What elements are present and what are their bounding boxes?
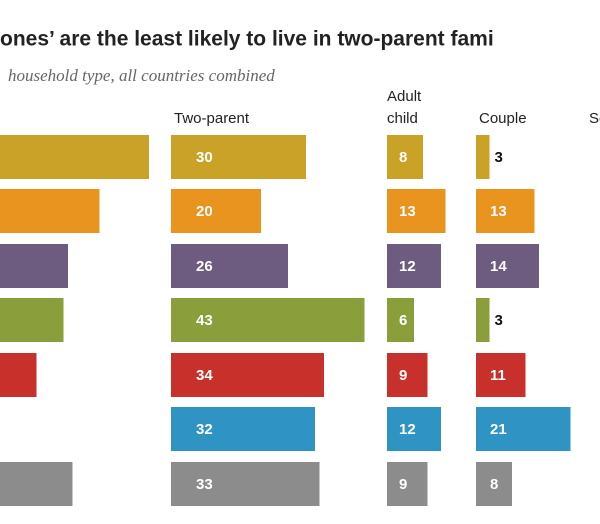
bar <box>171 135 306 179</box>
value-label: 3 <box>495 312 503 329</box>
bar <box>171 353 324 397</box>
value-label: 12 <box>399 258 416 275</box>
bar <box>0 244 68 288</box>
bar <box>171 244 288 288</box>
value-label: 26 <box>196 258 213 275</box>
bar <box>476 189 535 233</box>
value-label: 13 <box>490 203 507 220</box>
bar <box>387 244 441 288</box>
bar <box>387 407 441 451</box>
bar <box>171 298 365 342</box>
bar <box>476 407 571 451</box>
bar <box>171 189 261 233</box>
value-label: 12 <box>399 421 416 438</box>
value-label: 33 <box>196 476 213 493</box>
bar <box>0 135 149 179</box>
bar <box>476 244 539 288</box>
bar <box>387 298 414 342</box>
bar <box>0 298 64 342</box>
value-label: 32 <box>196 421 213 438</box>
column-header: Adult child <box>387 88 422 127</box>
value-label: 30 <box>196 149 213 166</box>
bar <box>171 462 320 506</box>
bar <box>387 189 446 233</box>
bar <box>476 353 526 397</box>
bar <box>476 298 490 342</box>
chart-subtitle: household type, all countries combined <box>8 66 275 85</box>
value-label: 20 <box>196 203 213 220</box>
bar <box>387 462 428 506</box>
value-label: 3 <box>495 149 503 166</box>
value-label: 8 <box>399 149 407 166</box>
bar <box>387 353 428 397</box>
bar <box>476 462 512 506</box>
value-label: 13 <box>399 203 416 220</box>
value-label: 9 <box>399 367 407 384</box>
column-header: Couple <box>479 110 527 127</box>
bar <box>0 462 73 506</box>
bar <box>476 135 490 179</box>
value-label: 21 <box>490 421 507 438</box>
value-label: 8 <box>490 476 498 493</box>
value-label: 34 <box>196 367 213 384</box>
bar <box>387 135 423 179</box>
value-label: 43 <box>196 312 213 329</box>
bar <box>0 189 100 233</box>
bar <box>171 407 315 451</box>
value-label: 14 <box>490 258 507 275</box>
value-label: 11 <box>490 367 506 384</box>
column-header: Se <box>589 110 600 127</box>
value-label: 9 <box>399 476 407 493</box>
chart-title: ones’ are the least likely to live in tw… <box>0 28 494 51</box>
column-header: Two-parent <box>174 110 250 127</box>
bar <box>0 353 37 397</box>
value-label: 6 <box>399 312 407 329</box>
